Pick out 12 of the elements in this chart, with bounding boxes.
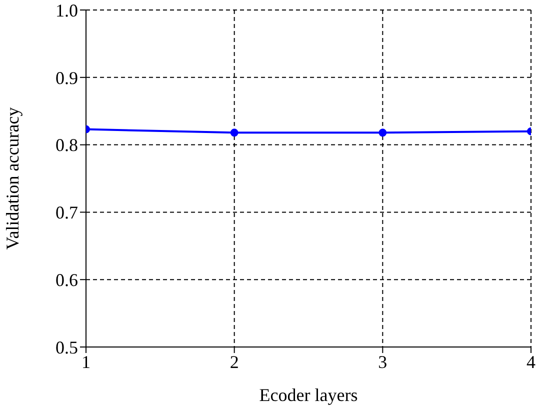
y-axis-title: Validation accuracy [2,107,22,250]
x-tick-label: 3 [378,352,388,372]
x-tick-label: 1 [82,352,90,372]
y-tick-label: 0.7 [56,202,78,223]
y-tick-label: 0.9 [56,68,78,88]
y-tick-label: 1.0 [56,0,78,20]
y-tick-label: 0.8 [56,135,78,156]
x-axis-title: Ecoder layers [259,385,358,405]
x-tick-label: 2 [230,352,239,372]
y-tick-label: 0.5 [56,337,78,358]
x-tick-label: 4 [526,352,536,372]
y-tick-label: 0.6 [56,270,78,290]
